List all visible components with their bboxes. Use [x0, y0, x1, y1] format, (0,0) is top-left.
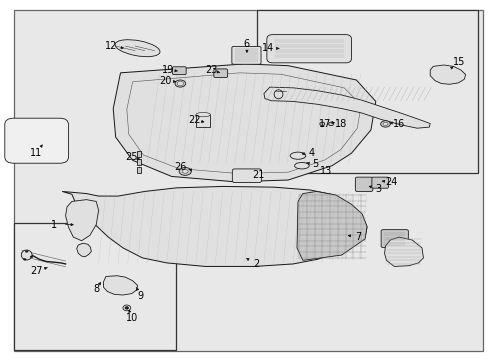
- Ellipse shape: [25, 251, 28, 252]
- FancyBboxPatch shape: [172, 67, 186, 75]
- FancyBboxPatch shape: [232, 169, 261, 183]
- Bar: [136, 159, 141, 165]
- Ellipse shape: [124, 306, 128, 309]
- Text: 21: 21: [251, 170, 264, 180]
- Text: 2: 2: [253, 259, 259, 269]
- Text: 15: 15: [452, 57, 465, 67]
- Text: 18: 18: [334, 118, 346, 129]
- Text: 26: 26: [174, 162, 186, 172]
- Text: 25: 25: [125, 152, 138, 162]
- FancyBboxPatch shape: [355, 177, 372, 192]
- Polygon shape: [65, 200, 99, 241]
- Text: 23: 23: [205, 65, 217, 75]
- Ellipse shape: [179, 167, 191, 175]
- Polygon shape: [264, 87, 429, 128]
- Text: 4: 4: [308, 148, 314, 158]
- Text: 11: 11: [30, 148, 42, 158]
- Text: 22: 22: [188, 115, 201, 125]
- Text: 5: 5: [311, 159, 318, 169]
- Text: 7: 7: [355, 232, 361, 242]
- Ellipse shape: [196, 112, 210, 117]
- Ellipse shape: [328, 122, 333, 126]
- FancyBboxPatch shape: [231, 46, 261, 64]
- Ellipse shape: [274, 90, 283, 99]
- Polygon shape: [103, 276, 137, 295]
- Text: 12: 12: [104, 41, 117, 51]
- Text: 16: 16: [392, 118, 405, 129]
- Ellipse shape: [380, 121, 389, 127]
- FancyBboxPatch shape: [213, 69, 227, 77]
- FancyBboxPatch shape: [380, 230, 407, 248]
- Text: 3: 3: [374, 184, 381, 194]
- Text: 13: 13: [320, 166, 332, 176]
- Polygon shape: [62, 186, 366, 266]
- Ellipse shape: [21, 250, 32, 260]
- Text: 9: 9: [137, 291, 142, 301]
- Ellipse shape: [175, 80, 185, 87]
- Text: 17: 17: [318, 118, 330, 129]
- Text: 14: 14: [261, 43, 273, 53]
- Ellipse shape: [115, 40, 160, 57]
- Bar: [14, 223, 176, 350]
- Polygon shape: [384, 237, 423, 266]
- Text: 19: 19: [162, 65, 174, 75]
- Text: 8: 8: [93, 284, 99, 294]
- Bar: [136, 167, 141, 173]
- Text: 1: 1: [51, 220, 57, 230]
- Ellipse shape: [289, 152, 305, 159]
- Text: 24: 24: [385, 177, 397, 187]
- Polygon shape: [296, 192, 366, 260]
- Ellipse shape: [319, 122, 324, 126]
- Ellipse shape: [30, 256, 33, 258]
- Text: 6: 6: [244, 39, 249, 49]
- Ellipse shape: [182, 170, 188, 173]
- FancyBboxPatch shape: [5, 118, 68, 163]
- FancyBboxPatch shape: [371, 177, 387, 188]
- Polygon shape: [429, 65, 465, 84]
- FancyBboxPatch shape: [266, 35, 351, 63]
- Bar: [136, 152, 141, 157]
- Text: 27: 27: [30, 266, 42, 276]
- Bar: [256, 10, 477, 173]
- Ellipse shape: [122, 305, 130, 311]
- Bar: [196, 114, 210, 127]
- Ellipse shape: [382, 122, 387, 126]
- Ellipse shape: [23, 258, 26, 260]
- Polygon shape: [113, 64, 375, 182]
- Text: 10: 10: [125, 312, 138, 323]
- Ellipse shape: [177, 81, 183, 86]
- Polygon shape: [77, 243, 91, 257]
- Ellipse shape: [294, 162, 308, 169]
- Text: 20: 20: [159, 76, 172, 86]
